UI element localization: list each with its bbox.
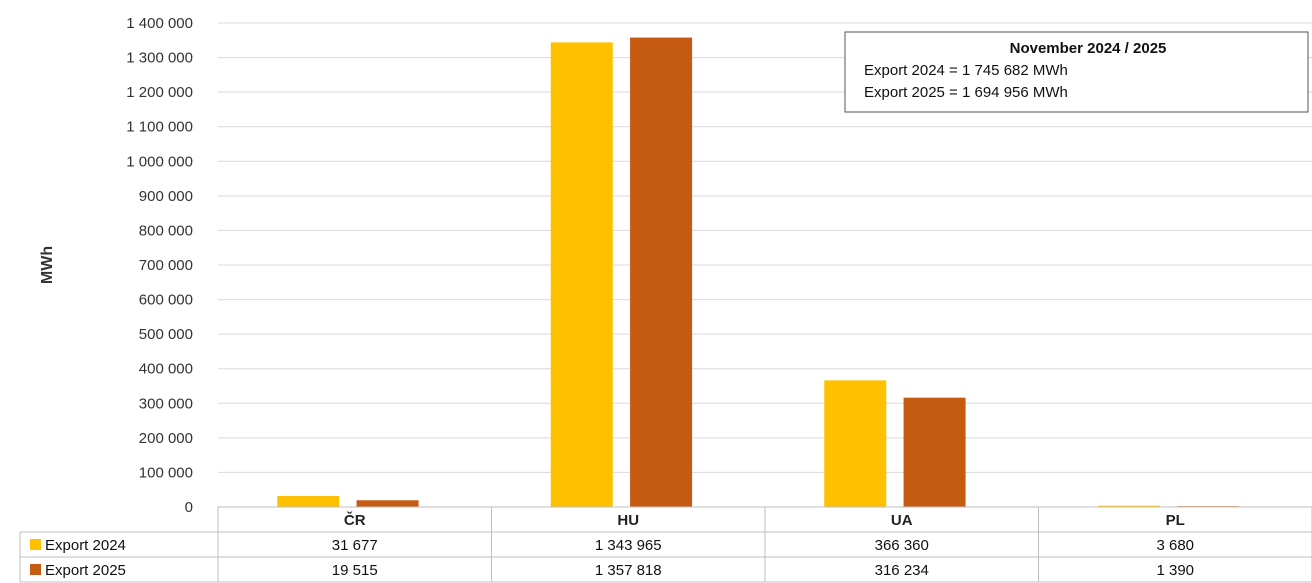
y-tick-label: 600 000 [139, 292, 193, 309]
bar-hu-2025 [630, 37, 693, 508]
bar-čr-2025 [356, 500, 419, 507]
y-tick-label: 1 400 000 [126, 15, 193, 32]
table-cell: 1 357 818 [595, 562, 662, 579]
annotation-title: November 2024 / 2025 [1010, 40, 1167, 57]
bar-pl-2024 [1097, 505, 1160, 507]
table-cell: 3 680 [1156, 537, 1194, 554]
y-axis-ticks: 0 100 000 200 000 300 000 400 000 500 000 600 … [126, 15, 193, 516]
legend-swatch [30, 539, 41, 550]
legend-label: Export 2025 [45, 562, 126, 579]
data-table: ČR HU UA PL Export 2024 31 677 1 343 965 366 36… [19, 506, 1312, 583]
table-cell: 1 390 [1156, 562, 1194, 579]
category-label: PL [1166, 512, 1185, 529]
category-label: HU [617, 512, 639, 529]
annotation-box-frame [844, 31, 1309, 113]
y-axis-title: MWh [39, 246, 56, 284]
bars [277, 37, 1240, 508]
annotation-box: November 2024 / 2025 Export 2024 = 1 745… [844, 31, 1309, 113]
y-tick-label: 1 000 000 [126, 153, 193, 170]
y-tick-label: 400 000 [139, 361, 193, 378]
bar-ua-2025 [903, 397, 966, 507]
legend-label: Export 2024 [45, 537, 126, 554]
table-cell: 19 515 [332, 562, 378, 579]
category-label: ČR [344, 511, 366, 529]
y-tick-label: 0 [185, 499, 193, 516]
bar-ua-2024 [824, 380, 887, 507]
annotation-line-2025: Export 2025 = 1 694 956 MWh [864, 84, 1068, 101]
table-cell: 316 234 [875, 562, 929, 579]
y-tick-label: 300 000 [139, 395, 193, 412]
y-tick-label: 900 000 [139, 188, 193, 205]
y-tick-label: 200 000 [139, 430, 193, 447]
y-tick-label: 800 000 [139, 222, 193, 239]
y-tick-label: 100 000 [139, 464, 193, 481]
y-tick-label: 700 000 [139, 257, 193, 274]
y-tick-label: 1 100 000 [126, 119, 193, 136]
table-cell: 1 343 965 [595, 537, 662, 554]
table-cell: 31 677 [332, 537, 378, 554]
y-tick-label: 500 000 [139, 326, 193, 343]
annotation-line-2024: Export 2024 = 1 745 682 MWh [864, 62, 1068, 79]
y-tick-label: 1 200 000 [126, 84, 193, 101]
table-cell: 366 360 [875, 537, 929, 554]
category-label: UA [891, 512, 913, 529]
bar-čr-2024 [277, 496, 340, 507]
bar-hu-2024 [550, 42, 613, 507]
legend-swatch [30, 564, 41, 575]
y-tick-label: 1 300 000 [126, 50, 193, 67]
